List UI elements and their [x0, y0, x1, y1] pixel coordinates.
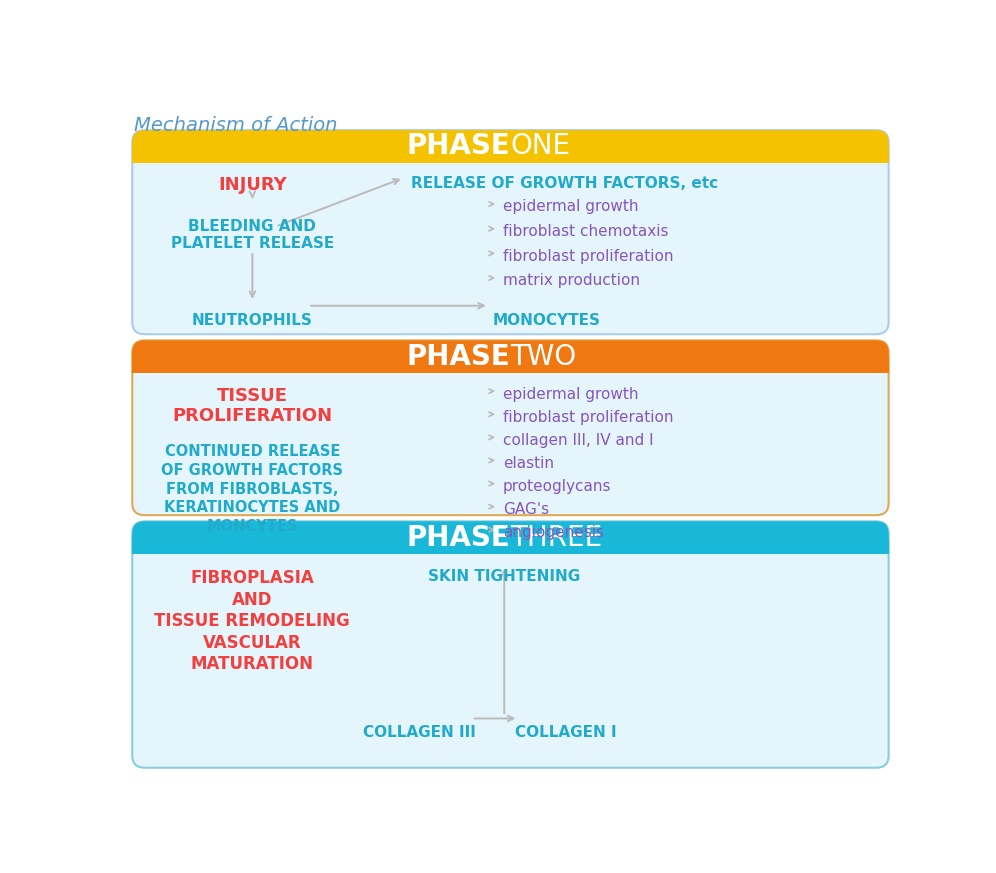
- Text: angiogenesis: angiogenesis: [503, 526, 604, 540]
- Text: PHASE: PHASE: [406, 342, 510, 370]
- FancyBboxPatch shape: [132, 340, 888, 515]
- Text: RELEASE OF GROWTH FACTORS, etc: RELEASE OF GROWTH FACTORS, etc: [411, 176, 718, 191]
- Text: ONE: ONE: [510, 133, 571, 161]
- Text: PHASE: PHASE: [406, 133, 510, 161]
- Bar: [132, 147, 888, 162]
- Text: SKIN TIGHTENING: SKIN TIGHTENING: [428, 569, 581, 584]
- Text: matrix production: matrix production: [503, 273, 639, 288]
- Text: TISSUE
PROLIFERATION: TISSUE PROLIFERATION: [172, 387, 333, 425]
- Text: PHASE: PHASE: [406, 524, 510, 552]
- Text: fibroblast chemotaxis: fibroblast chemotaxis: [503, 224, 668, 239]
- Text: THREE: THREE: [510, 524, 603, 552]
- Bar: [132, 356, 888, 373]
- FancyBboxPatch shape: [132, 521, 888, 767]
- Text: GAG's: GAG's: [503, 502, 549, 517]
- Text: fibroblast proliferation: fibroblast proliferation: [503, 409, 673, 424]
- Text: COLLAGEN III: COLLAGEN III: [363, 725, 475, 740]
- FancyBboxPatch shape: [132, 521, 888, 553]
- Text: collagen III, IV and I: collagen III, IV and I: [503, 433, 653, 448]
- FancyBboxPatch shape: [132, 340, 888, 373]
- Text: epidermal growth: epidermal growth: [503, 387, 638, 402]
- Text: COLLAGEN I: COLLAGEN I: [516, 725, 618, 740]
- Text: proteoglycans: proteoglycans: [503, 479, 612, 494]
- Text: MONOCYTES: MONOCYTES: [493, 313, 601, 327]
- Text: fibroblast proliferation: fibroblast proliferation: [503, 249, 673, 264]
- Text: FIBROPLASIA
AND
TISSUE REMODELING
VASCULAR
MATURATION: FIBROPLASIA AND TISSUE REMODELING VASCUL…: [154, 569, 351, 673]
- Text: NEUTROPHILS: NEUTROPHILS: [192, 313, 313, 327]
- FancyBboxPatch shape: [132, 130, 888, 334]
- Text: TWO: TWO: [510, 342, 577, 370]
- FancyBboxPatch shape: [132, 130, 888, 162]
- Text: BLEEDING AND
PLATELET RELEASE: BLEEDING AND PLATELET RELEASE: [170, 219, 334, 251]
- Text: elastin: elastin: [503, 456, 554, 471]
- Text: CONTINUED RELEASE
OF GROWTH FACTORS
FROM FIBROBLASTS,
KERATINOCYTES AND
MONCYTES: CONTINUED RELEASE OF GROWTH FACTORS FROM…: [161, 444, 344, 533]
- Bar: [132, 538, 888, 553]
- Text: epidermal growth: epidermal growth: [503, 199, 638, 215]
- Text: INJURY: INJURY: [218, 176, 287, 195]
- Text: Mechanism of Action: Mechanism of Action: [133, 116, 338, 135]
